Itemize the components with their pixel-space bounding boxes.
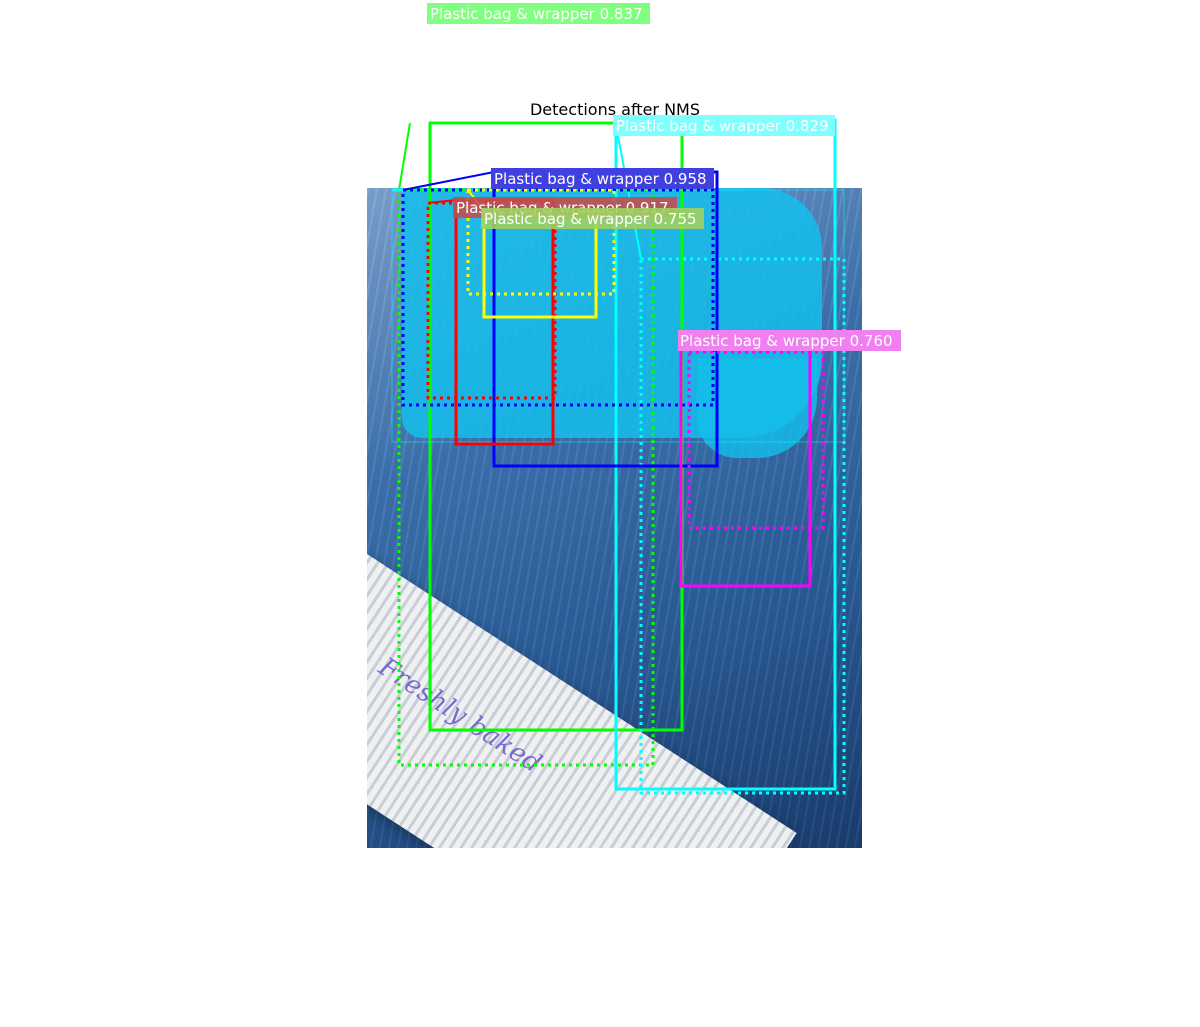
- figure-title: Detections after NMS: [529, 100, 700, 119]
- label-text: Plastic bag & wrapper 0.760: [680, 332, 893, 350]
- label-box: Plastic bag & wrapper 0.958: [491, 168, 714, 189]
- label-background: [491, 168, 714, 189]
- connector-line: [615, 124, 642, 260]
- label-text: Plastic bag & wrapper 0.755: [484, 210, 697, 228]
- connector-line: [398, 122, 411, 191]
- label-box: Plastic bag & wrapper 0.829: [613, 115, 835, 136]
- box-ground-truth: [639, 257, 846, 795]
- label-text: Plastic bag & wrapper 0.958: [494, 170, 707, 188]
- connector-line: [402, 171, 495, 191]
- label-background: [481, 208, 704, 229]
- label-box: Plastic bag & wrapper 0.760: [678, 330, 901, 351]
- label-box: Plastic bag & wrapper 0.755: [481, 208, 704, 229]
- label-background: [427, 3, 650, 24]
- box-ground-truth: [426, 201, 557, 400]
- box-predicted: [454, 198, 555, 446]
- label-box: Plastic bag & wrapper 0.837: [427, 3, 650, 24]
- connector-line: [427, 199, 457, 204]
- label-text: Plastic bag & wrapper 0.829: [616, 117, 829, 135]
- label-background: [678, 330, 901, 351]
- box-ground-truth: [401, 188, 715, 407]
- label-background: [613, 115, 835, 136]
- box-ground-truth: [687, 350, 825, 530]
- box-predicted: [679, 332, 812, 588]
- label-text: Plastic bag & wrapper 0.837: [430, 5, 643, 23]
- box-ground-truth: [466, 188, 616, 296]
